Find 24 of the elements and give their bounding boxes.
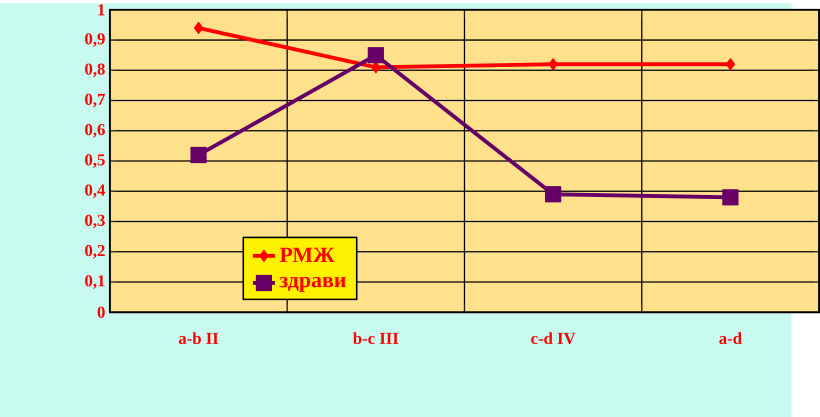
y-tick-label: 0,1	[85, 274, 105, 289]
y-tick-label: 1	[98, 4, 105, 16]
x-tick-label: b-c III	[353, 332, 398, 344]
y-tick-label: 0,6	[85, 124, 105, 138]
x-tick-label: a-d	[719, 332, 742, 344]
point	[194, 22, 204, 34]
legend-label: РМЖ	[280, 248, 335, 262]
y-tick-label: 0	[98, 306, 105, 318]
y-tick-label: 0,7	[85, 94, 105, 108]
y-tick-label: 0,2	[85, 244, 105, 258]
x-tick-label: a-b II	[178, 332, 218, 344]
point	[368, 46, 384, 64]
point	[548, 58, 558, 70]
y-tick-label: 0,4	[85, 184, 106, 198]
point	[722, 189, 739, 206]
point	[190, 146, 207, 163]
y-tick-label: 0,3	[85, 214, 105, 228]
legend-label: здрави	[280, 276, 346, 292]
y-tick-label: 0,5	[85, 154, 105, 168]
y-tick-label: 0,8	[85, 63, 105, 77]
y-tick-label: 0,9	[85, 33, 105, 47]
x-tick-label: c-d IV	[531, 332, 576, 344]
point	[545, 186, 562, 202]
point	[726, 58, 736, 70]
